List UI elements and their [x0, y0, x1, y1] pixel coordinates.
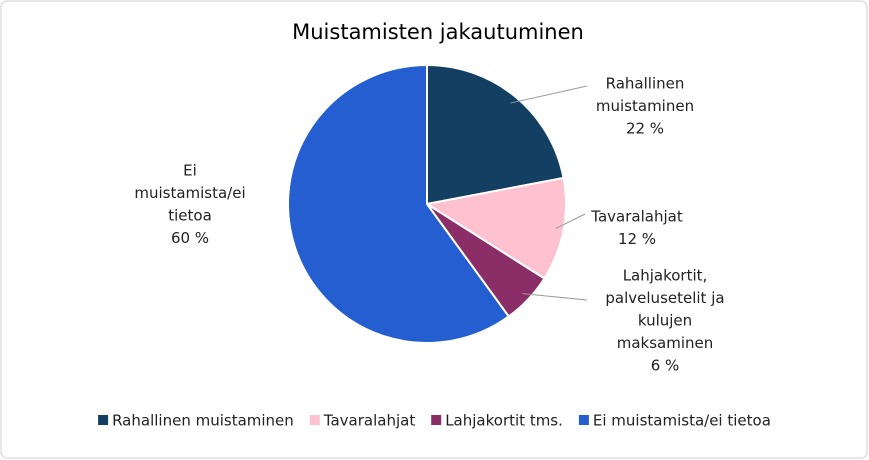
legend-swatch: [431, 415, 442, 425]
slice-label: kulujen: [638, 312, 692, 330]
pie-slice: [287, 63, 511, 344]
legend-label: Ei muistamista/ei tietoa: [593, 412, 771, 430]
leader-line: [510, 85, 588, 104]
slice-label: muistamista/ei: [134, 184, 245, 202]
slice-label: Tavaralahjat: [590, 208, 683, 226]
legend-swatch: [578, 415, 589, 425]
chart-title: Muistamisten jakautuminen: [292, 20, 584, 44]
pie-slice: [424, 176, 567, 280]
pie-slice: [426, 63, 565, 206]
slice-label: Ei: [183, 162, 197, 180]
data-label: 60 %: [171, 229, 209, 247]
slice-label: maksaminen: [617, 334, 714, 352]
data-label: 6 %: [651, 357, 680, 375]
slice-label: Rahallinen: [606, 75, 685, 93]
legend-swatch: [98, 415, 109, 425]
legend-label: Tavaralahjat: [323, 412, 416, 430]
data-label: 12 %: [618, 230, 656, 248]
leader-line: [555, 213, 586, 229]
slice-label: tietoa: [168, 207, 212, 225]
slice-label: muistaminen: [596, 97, 694, 115]
legend-label: Rahallinen muistaminen: [112, 412, 294, 430]
data-label: 22 %: [626, 120, 664, 138]
slice-label: Lahjakortit,: [623, 267, 708, 285]
legend-swatch: [309, 415, 320, 425]
legend-label: Lahjakortit tms.: [445, 412, 563, 430]
leader-line: [522, 293, 588, 301]
slice-label: palvelusetelit ja: [605, 289, 724, 307]
